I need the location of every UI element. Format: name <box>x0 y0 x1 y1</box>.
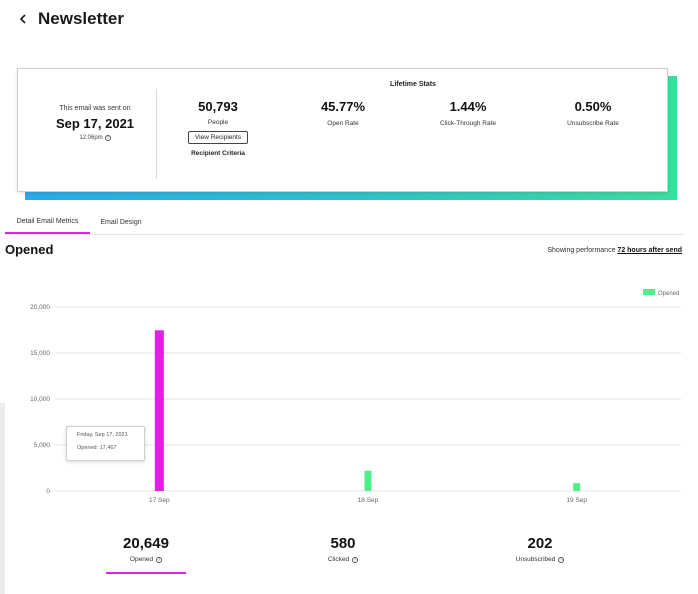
stats-card: This email was sent on Sep 17, 2021 12:0… <box>17 68 668 192</box>
sent-time: 12:06pm <box>79 135 103 141</box>
summary-opened-value: 20,649 <box>123 535 169 552</box>
tooltip-date: Friday, Sep 17, 2021 <box>77 432 128 438</box>
tab-detail-email-metrics[interactable]: Detail Email Metrics <box>5 210 90 234</box>
sent-caption: This email was sent on <box>59 105 131 112</box>
summary-opened[interactable]: 20,649 Opened ? <box>91 535 201 574</box>
x-tick-label: 17 Sep <box>149 497 170 504</box>
y-tick-label: 15,000 <box>30 350 50 357</box>
chart-grid <box>55 306 681 492</box>
help-icon[interactable]: ? <box>352 556 359 563</box>
performance-window: Showing performance 72 hours after send <box>547 247 682 254</box>
legend-swatch <box>643 289 655 295</box>
legend-label: Opened <box>658 291 679 297</box>
tooltip-value: Opened: 17,467 <box>77 444 117 451</box>
chart-legend[interactable]: Opened <box>643 289 679 297</box>
chevron-left-icon <box>19 14 26 24</box>
page-header: Newsletter <box>14 6 124 32</box>
help-icon[interactable]: ? <box>558 556 565 563</box>
summary-unsubscribed-label: Unsubscribed <box>515 556 556 563</box>
stat-unsubscribe-value: 0.50% <box>574 99 612 114</box>
stat-open-rate-value: 45.77% <box>320 99 366 114</box>
stat-click-through-value: 1.44% <box>449 99 487 114</box>
stat-people: 50,793 People View Recipients Recipient … <box>173 99 263 157</box>
stat-open-rate-label: Open Rate <box>327 120 359 127</box>
sent-date: Sep 17, 2021 <box>55 116 135 131</box>
summary-clicked-label: Clicked <box>327 556 350 563</box>
summary-opened-label-row: Opened ? <box>106 556 186 574</box>
summary-unsubscribed[interactable]: 202 Unsubscribed ? <box>485 535 595 563</box>
divider <box>156 89 157 179</box>
stat-unsubscribe-rate: 0.50% Unsubscribe Rate <box>548 99 638 127</box>
bar-17-sep[interactable] <box>154 330 164 491</box>
y-tick-label: 0 <box>46 488 50 495</box>
performance-window-link[interactable]: 72 hours after send <box>617 247 682 254</box>
performance-prefix: Showing performance <box>547 247 616 254</box>
summary-clicked-value: 580 <box>330 535 356 552</box>
view-recipients-button[interactable]: View Recipients <box>187 131 249 144</box>
opened-chart: 0 5,000 10,000 15,000 20,000 17 Sep 18 Sep 19 … <box>30 289 681 504</box>
stat-people-value: 50,793 <box>198 99 238 114</box>
page-title: Newsletter <box>38 9 124 28</box>
section-title: Opened <box>5 242 54 257</box>
summary-clicked[interactable]: 580 Clicked ? <box>288 535 398 563</box>
tab-email-design[interactable]: Email Design <box>100 218 142 226</box>
stat-people-label: People <box>207 119 229 126</box>
sent-info: This email was sent on Sep 17, 2021 12:0… <box>30 105 160 141</box>
x-axis-ticks: 17 Sep 18 Sep 19 Sep <box>149 497 587 504</box>
chart-tooltip: Friday, Sep 17, 2021 Opened: 17,467 <box>66 426 145 461</box>
stat-open-rate: 45.77% Open Rate <box>298 99 388 127</box>
help-icon[interactable]: ? <box>156 556 163 563</box>
back-button[interactable] <box>14 9 32 29</box>
stat-click-through-label: Click-Through Rate <box>440 120 496 127</box>
y-axis-ticks: 0 5,000 10,000 15,000 20,000 <box>30 304 50 495</box>
bar-19-sep[interactable] <box>573 483 581 491</box>
left-scroll-strip <box>0 403 5 594</box>
lifetime-stats-title: Lifetime Stats <box>390 81 436 88</box>
y-tick-label: 10,000 <box>30 396 50 403</box>
summary-opened-label: Opened <box>129 556 154 563</box>
lifetime-stats-panel: This email was sent on Sep 17, 2021 12:0… <box>17 68 677 200</box>
x-tick-label: 18 Sep <box>358 497 379 504</box>
help-icon[interactable]: ? <box>104 135 111 141</box>
stat-click-through-rate: 1.44% Click-Through Rate <box>423 99 513 127</box>
chart-bars <box>154 330 581 491</box>
sent-time-row: 12:06pm ? <box>30 135 160 141</box>
summary-unsubscribed-value: 202 <box>527 535 553 552</box>
tab-bar: Detail Email Metrics Email Design <box>5 210 684 235</box>
recipient-criteria-link[interactable]: Recipient Criteria <box>191 150 245 157</box>
summary-unsubscribed-label-row: Unsubscribed ? <box>485 556 595 563</box>
y-tick-label: 20,000 <box>30 304 50 311</box>
stat-unsubscribe-label: Unsubscribe Rate <box>567 120 619 127</box>
summary-clicked-label-row: Clicked ? <box>288 556 398 563</box>
bar-18-sep[interactable] <box>364 470 372 491</box>
x-tick-label: 19 Sep <box>566 497 587 504</box>
y-tick-label: 5,000 <box>34 442 51 449</box>
